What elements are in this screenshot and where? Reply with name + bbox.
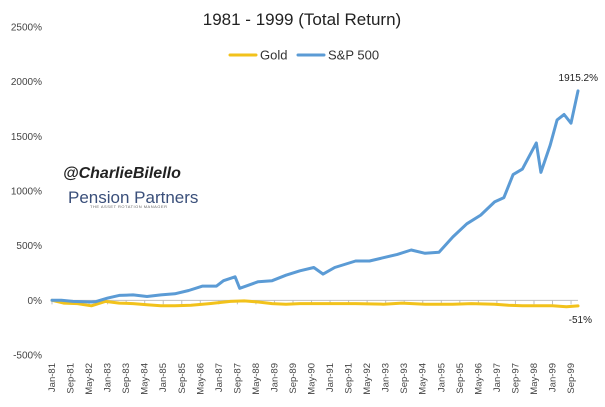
x-tick-label: Sep-93 [399, 363, 410, 394]
x-tick-label: May-82 [84, 363, 95, 395]
x-tick-label: May-86 [195, 363, 206, 395]
x-tick-label: Jan-89 [269, 363, 280, 392]
x-tick-label: Jan-85 [158, 363, 169, 392]
x-tick-label: Jan-83 [103, 363, 114, 392]
data-label-gold: -51% [569, 315, 592, 326]
y-axis: 2500% 2000% 1500% 1000% 500% 0% -500% [11, 23, 42, 362]
x-tick-label: Sep-89 [288, 363, 299, 394]
x-tick-label: Jan-91 [325, 363, 336, 392]
x-tick-label: May-96 [473, 363, 484, 395]
data-label-s-p-500: 1915.2% [559, 73, 599, 84]
legend-label-s-p-500: S&P 500 [328, 48, 379, 63]
series-line-s-p-500 [50, 89, 580, 304]
y-tick-label: 2000% [11, 77, 42, 88]
series-line-gold [50, 298, 580, 309]
x-tick-label: Sep-83 [121, 363, 132, 394]
watermark: @CharlieBilello Pension Partners THE ASS… [63, 165, 198, 209]
watermark-tagline: THE ASSET ROTATION MANAGER [90, 204, 167, 209]
annotations: 1915.2% -51% [559, 73, 599, 326]
chart-title: 1981 - 1999 (Total Return) [203, 10, 401, 29]
y-tick-label: -500% [13, 351, 42, 362]
x-tick-label: Sep-85 [177, 363, 188, 394]
x-tick-label: Jan-87 [214, 363, 225, 392]
y-tick-label: 2500% [11, 23, 42, 34]
x-tick-label: May-88 [251, 363, 262, 395]
x-tick-label: May-94 [418, 363, 429, 395]
x-axis: Jan-81 Sep-81 May-82 Jan-83 Sep-83 May-84 Jan-… [47, 299, 578, 395]
x-tick-label: Sep-95 [455, 363, 466, 394]
x-tick-label: Sep-91 [344, 363, 355, 394]
x-tick-label: Jan-93 [381, 363, 392, 392]
watermark-handle: @CharlieBilello [63, 165, 181, 182]
x-tick-label: Jan-97 [492, 363, 503, 392]
y-tick-label: 1500% [11, 132, 42, 143]
x-tick-label: May-92 [362, 363, 373, 395]
x-tick-label: May-98 [529, 363, 540, 395]
y-tick-label: 500% [16, 241, 42, 252]
y-tick-label: 0% [28, 296, 43, 307]
x-tick-label: Sep-81 [66, 363, 77, 394]
x-tick-label: Jan-99 [548, 363, 559, 392]
x-tick-label: Jan-95 [436, 363, 447, 392]
x-tick-label: May-84 [140, 363, 151, 395]
watermark-brand: Pension Partners [68, 188, 198, 207]
y-tick-label: 1000% [11, 187, 42, 198]
x-tick-label: May-90 [307, 363, 318, 395]
legend: Gold S&P 500 [228, 48, 379, 63]
x-tick-label: Sep-87 [232, 363, 243, 394]
legend-label-gold: Gold [260, 48, 287, 63]
x-tick-label: Sep-97 [510, 363, 521, 394]
x-tick-label: Jan-81 [47, 363, 58, 392]
series-layer [50, 89, 580, 309]
x-tick-label: Sep-99 [566, 363, 577, 394]
